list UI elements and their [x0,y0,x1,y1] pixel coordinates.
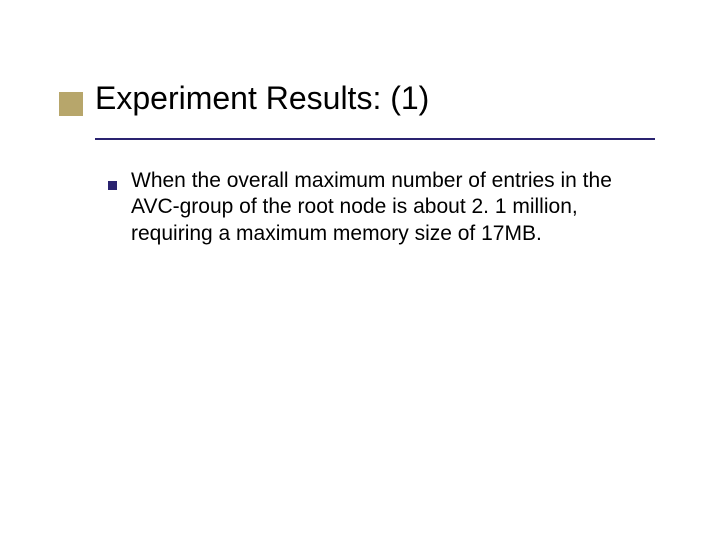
title-underline [95,127,655,129]
slide-title: Experiment Results: (1) [95,80,655,125]
title-accent-square [59,92,83,116]
slide: Experiment Results: (1) When the overall… [0,0,720,540]
slide-body: When the overall maximum number of entri… [108,168,648,247]
title-block: Experiment Results: (1) [95,80,655,129]
list-item: When the overall maximum number of entri… [108,168,648,247]
bullet-text: When the overall maximum number of entri… [131,168,648,247]
square-bullet-icon [108,177,117,186]
